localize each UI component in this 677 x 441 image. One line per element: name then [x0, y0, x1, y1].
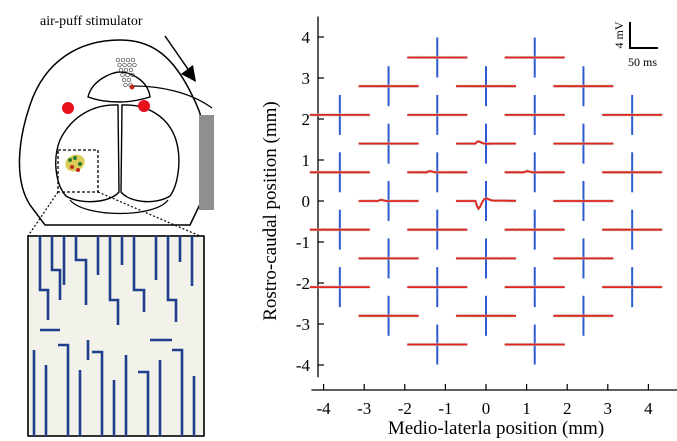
- scale-bar-voltage-label: 4 mV: [612, 21, 626, 48]
- recording-site: [602, 114, 662, 116]
- x-tick-label: 2: [563, 399, 572, 418]
- y-tick-label: -4: [296, 356, 311, 375]
- recording-site: [310, 114, 370, 116]
- head-outline: [19, 40, 208, 225]
- recording-site: [553, 315, 613, 317]
- stimulated-whisker: [130, 85, 135, 90]
- recording-site: [505, 286, 565, 288]
- recording-site: [505, 114, 565, 116]
- recording-site: [407, 170, 467, 173]
- y-tick-label: 0: [302, 192, 311, 211]
- y-tick-label: 4: [302, 28, 311, 47]
- recording-site: [602, 229, 662, 231]
- y-tick-label: 1: [302, 151, 311, 170]
- x-tick-label: 1: [522, 399, 531, 418]
- x-tick-label: -3: [357, 399, 371, 418]
- y-tick-label: -1: [296, 233, 310, 252]
- y-axis: 4 3 2 1 0 -1 -2 -3 -4: [296, 17, 324, 378]
- recording-site: [310, 286, 370, 288]
- recording-site: [505, 57, 565, 59]
- recording-site: [602, 172, 662, 174]
- x-tick-label: -2: [398, 399, 412, 418]
- recording-site: [505, 344, 565, 346]
- recording-site: [456, 85, 516, 87]
- recording-site: [359, 199, 419, 202]
- recording-site: [505, 170, 565, 173]
- recording-site: [407, 114, 467, 116]
- rat-head-schematic: air-puff stimulator: [19, 14, 214, 236]
- y-tick-label: -2: [296, 274, 310, 293]
- response-map: 4 3 2 1 0 -1 -2 -3 -4 -4 -3 -2 -1 0 1 2 3 4 Rostro-cauda…: [260, 17, 677, 440]
- stimulator-device: [199, 115, 214, 210]
- recording-site: [553, 85, 613, 87]
- recording-site: [407, 344, 467, 346]
- recording-site: [359, 315, 419, 317]
- recording-site: [310, 172, 370, 174]
- recording-site: [456, 315, 516, 317]
- right-eye: [138, 100, 150, 112]
- y-axis-title: Rostro-caudal position (mm): [260, 101, 281, 321]
- recording-site: [456, 258, 516, 260]
- x-axis-title: Medio-laterla position (mm): [388, 418, 604, 439]
- y-tick-label: 2: [302, 110, 311, 129]
- recording-site: [310, 229, 370, 231]
- probe-layout-panel: [28, 236, 204, 436]
- recording-site: [359, 258, 419, 260]
- probe-panel-background: [28, 236, 204, 436]
- x-tick-label: -1: [438, 399, 452, 418]
- recording-site: [553, 258, 613, 260]
- scale-bar: 4 mV 50 ms: [612, 21, 658, 69]
- y-tick-label: 3: [302, 69, 311, 88]
- scale-bar-time-label: 50 ms: [628, 55, 657, 69]
- recording-site: [505, 229, 565, 231]
- left-eye: [62, 102, 74, 114]
- recording-site: [359, 85, 419, 87]
- y-tick-label: -3: [296, 315, 310, 334]
- recording-site: [359, 143, 419, 145]
- x-tick-label: 0: [482, 399, 491, 418]
- recording-site: [407, 57, 467, 59]
- recording-site: [553, 143, 613, 145]
- recording-site: [407, 286, 467, 288]
- recording-site: [553, 200, 613, 202]
- stimulator-label: air-puff stimulator: [40, 14, 143, 29]
- recording-site: [602, 286, 662, 288]
- x-tick-label: -4: [317, 399, 332, 418]
- x-tick-label: 3: [604, 399, 613, 418]
- recording-site: [407, 229, 467, 231]
- x-axis: -4 -3 -2 -1 0 1 2 3 4: [311, 384, 677, 418]
- x-tick-label: 4: [644, 399, 653, 418]
